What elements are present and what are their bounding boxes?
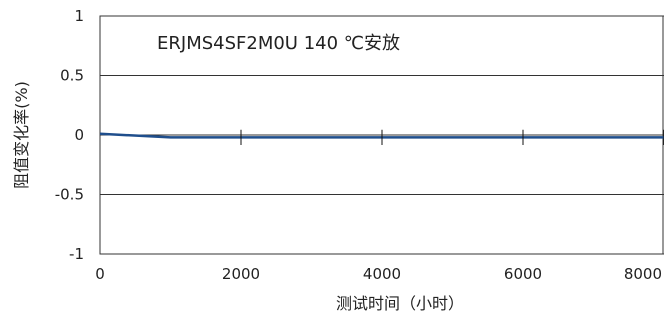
series-layer bbox=[99, 129, 664, 145]
x-tick-label-1: 2000 bbox=[222, 265, 260, 283]
y-tick-label-4: -1 bbox=[69, 245, 84, 263]
y-tick-label-2: 0 bbox=[74, 126, 84, 144]
x-axis-title: 测试时间（小时） bbox=[336, 294, 464, 313]
x-tick-label-0: 0 bbox=[95, 265, 105, 283]
y-tick-label-0: 1 bbox=[74, 7, 84, 25]
y-axis-title: 阻值变化率(%) bbox=[12, 81, 31, 189]
y-axis-tick-labels: 1 0.5 0 -0.5 -1 bbox=[55, 7, 84, 263]
x-axis-tick-labels: 0 2000 4000 6000 8000 bbox=[95, 265, 662, 283]
series-line-0 bbox=[99, 132, 664, 139]
x-tick-label-3: 6000 bbox=[504, 265, 542, 283]
chart-title: ERJMS4SF2M0U 140 ℃安放 bbox=[157, 33, 400, 54]
y-tick-label-1: 0.5 bbox=[60, 67, 84, 85]
x-tick-label-4: 8000 bbox=[624, 265, 662, 283]
x-tick-label-2: 4000 bbox=[363, 265, 401, 283]
y-tick-label-3: -0.5 bbox=[55, 186, 84, 204]
